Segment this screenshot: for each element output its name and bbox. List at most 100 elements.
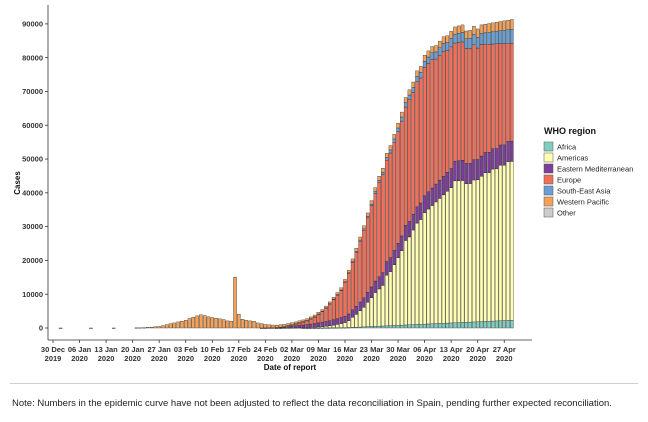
bar-segment [165, 324, 169, 329]
bar-segment [396, 131, 400, 244]
bar-segment [506, 20, 510, 30]
bar-segment [403, 97, 408, 103]
bar-segment [343, 282, 347, 317]
x-tick-label: 20 Jan 2020 [121, 345, 145, 363]
bar-segment [384, 153, 389, 158]
bar-segment [312, 316, 317, 324]
bar-segment [301, 324, 306, 328]
bar-segment [453, 26, 457, 35]
x-tick-label: 24 Feb 2020 [253, 345, 277, 363]
y-tick-label: 60000 [22, 121, 43, 130]
bar-segment [384, 160, 389, 262]
bar-segment [350, 317, 355, 328]
y-tick-label: 30000 [22, 222, 43, 231]
bar-segment [464, 30, 469, 39]
bar-segment [506, 161, 510, 321]
bar-segment [434, 58, 438, 185]
bar-segment [487, 152, 491, 173]
bar-segment [331, 297, 336, 300]
bar-segment [407, 236, 412, 325]
bar-segment [434, 183, 438, 203]
bar-segment [305, 324, 309, 328]
bar-segment [339, 290, 343, 318]
bar-segment [347, 269, 351, 273]
bar-segment [479, 33, 484, 45]
bar-segment [411, 87, 415, 93]
bar-segment [407, 94, 412, 100]
bar-segment [369, 203, 374, 207]
bar-segment [388, 271, 393, 326]
bar-segment [369, 200, 374, 205]
bar-segment [381, 174, 385, 273]
bar-segment [457, 42, 461, 161]
bar-segment [362, 225, 366, 230]
x-tick-label: 30 Dec 2019 [41, 345, 65, 363]
legend-swatch [543, 207, 554, 218]
bar-segment [472, 44, 476, 160]
bar-segment [415, 324, 419, 329]
bar-segment [445, 322, 450, 329]
bar-segment [199, 314, 203, 329]
legend-swatch [543, 174, 554, 185]
bar-segment [460, 322, 465, 329]
bar-segment [479, 44, 484, 157]
bar-segment [111, 327, 116, 329]
stacked-bars [58, 19, 514, 329]
bar-segment [460, 160, 465, 181]
bar-segment [449, 322, 453, 329]
bar-segment [195, 315, 199, 329]
bar-segment [449, 187, 453, 324]
bar-segment [358, 236, 362, 241]
x-tick-label: 20 Apr 2020 [466, 345, 489, 363]
bar-segment [331, 299, 336, 320]
bar-segment [483, 152, 488, 173]
bar-segment [419, 219, 423, 325]
bar-segment [309, 323, 313, 328]
bar-segment [472, 321, 476, 329]
bar-segment [172, 322, 177, 329]
bar-segment [464, 322, 469, 329]
bar-segment [441, 43, 446, 52]
bar-segment [494, 148, 499, 170]
bar-segment [305, 318, 309, 321]
bar-segment [502, 320, 506, 329]
bar-segment [403, 102, 408, 108]
bar-segment [331, 319, 336, 326]
bar-segment [438, 323, 442, 329]
bar-segment [422, 61, 427, 68]
bar-segment [328, 303, 332, 321]
bar-segment [502, 164, 506, 321]
bar-segment [377, 325, 381, 329]
bar-segment [392, 138, 397, 143]
bar-segment [381, 172, 385, 175]
bar-segment [487, 23, 491, 33]
bar-segment [392, 325, 397, 329]
bar-segment [445, 50, 450, 173]
bar-segment [468, 321, 472, 329]
bar-segment [214, 318, 218, 329]
bar-segment [479, 24, 484, 34]
bar-segment [426, 323, 431, 329]
bar-segment [206, 316, 211, 329]
x-tick-label: 09 Mar 2020 [307, 345, 331, 363]
bar-segment [191, 317, 196, 329]
bar-segment [426, 56, 431, 64]
bar-segment [366, 212, 370, 217]
bar-segment [354, 252, 359, 307]
bar-segment [479, 176, 484, 322]
x-tick-label: 13 Apr 2020 [440, 345, 463, 363]
bar-segment [229, 321, 233, 329]
bar-segment [468, 163, 472, 184]
bar-segment [293, 321, 298, 324]
bar-segment [320, 326, 324, 329]
bar-segment [491, 31, 495, 45]
bar-segment [415, 206, 419, 224]
bar-segment [449, 46, 453, 169]
bar-segment [468, 30, 472, 39]
bar-segment [335, 294, 340, 319]
bar-segment [494, 31, 499, 45]
bar-segment [407, 324, 412, 329]
bar-segment [502, 43, 506, 146]
bar-segment [422, 195, 427, 213]
